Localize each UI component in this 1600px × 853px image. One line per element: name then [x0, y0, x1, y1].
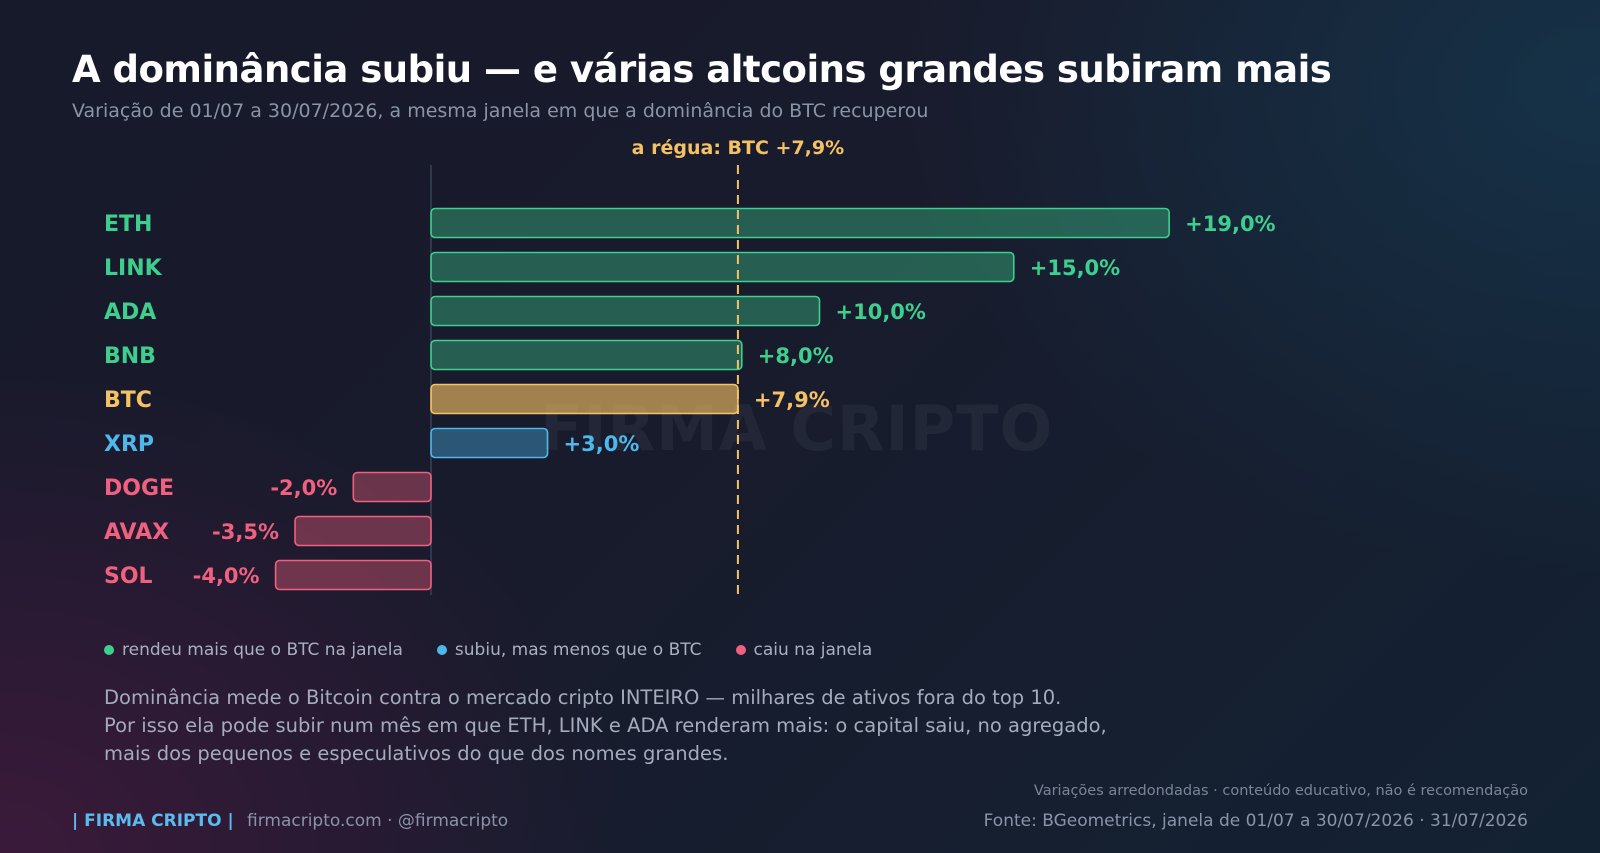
category-label: ADA — [104, 300, 156, 325]
disclaimer: Variações arredondadas · conteúdo educat… — [1033, 783, 1528, 799]
value-label: +19,0% — [1185, 212, 1275, 236]
legend-dot-blue — [436, 645, 447, 655]
bar-chart: ETH +19,0% LINK +15,0% ADA +10,0% BNB +8,0% BTC +… — [104, 137, 1276, 597]
bar-btc — [430, 383, 739, 415]
legend-label: subiu, mas menos que o BTC — [454, 640, 702, 660]
chart-title: A dominância subiu — e várias altcoins g… — [72, 48, 1332, 91]
value-label: -2,0% — [270, 476, 337, 500]
bar-xrp — [430, 427, 549, 459]
footer-links: firmacripto.com · @firmacripto — [247, 811, 509, 831]
reference-line-label: a régua: BTC +7,9% — [632, 137, 844, 159]
bar-bnb — [430, 339, 743, 371]
bar-eth — [430, 207, 1170, 239]
category-label: ETH — [104, 212, 152, 237]
value-label: +8,0% — [758, 344, 834, 368]
category-label: SOL — [104, 564, 153, 589]
chart-subtitle: Variação de 01/07 a 30/07/2026, a mesma … — [72, 100, 929, 122]
bar-doge — [352, 471, 432, 503]
note-line: Dominância mede o Bitcoin contra o merca… — [104, 686, 1062, 709]
brand-logo: | FIRMA CRIPTO | — [72, 811, 234, 831]
bar-sol — [274, 559, 432, 591]
category-label: LINK — [104, 256, 163, 281]
explanation-note: Dominância mede o Bitcoin contra o merca… — [104, 684, 1107, 768]
legend-item-fell: caiu na janela — [735, 640, 873, 660]
legend-label: caiu na janela — [753, 640, 873, 660]
category-label: XRP — [104, 432, 154, 457]
legend: rendeu mais que o BTC na janela subiu, m… — [104, 640, 872, 660]
category-label: BNB — [104, 344, 156, 369]
value-label: +3,0% — [564, 432, 640, 456]
category-label: AVAX — [104, 520, 169, 545]
value-label: -3,5% — [212, 520, 279, 544]
category-label: BTC — [104, 388, 152, 413]
value-label: +7,9% — [754, 388, 830, 412]
legend-item-outperformed: rendeu mais que o BTC na janela — [104, 640, 403, 660]
value-label: +15,0% — [1030, 256, 1120, 280]
legend-dot-red — [735, 645, 746, 655]
note-line: Por isso ela pode subir num mês em que E… — [104, 714, 1107, 737]
bar-ada — [430, 295, 821, 327]
legend-label: rendeu mais que o BTC na janela — [122, 640, 403, 660]
source-line: Fonte: BGeometrics, janela de 01/07 a 30… — [983, 811, 1528, 831]
legend-dot-green — [104, 645, 114, 655]
value-label: -4,0% — [193, 564, 260, 588]
bar-avax — [294, 515, 432, 547]
note-line: mais dos pequenos e especulativos do que… — [104, 742, 729, 765]
category-label: DOGE — [104, 476, 174, 501]
value-label: +10,0% — [836, 300, 926, 324]
legend-item-rose-less: subiu, mas menos que o BTC — [436, 640, 702, 660]
bar-link — [430, 251, 1015, 283]
